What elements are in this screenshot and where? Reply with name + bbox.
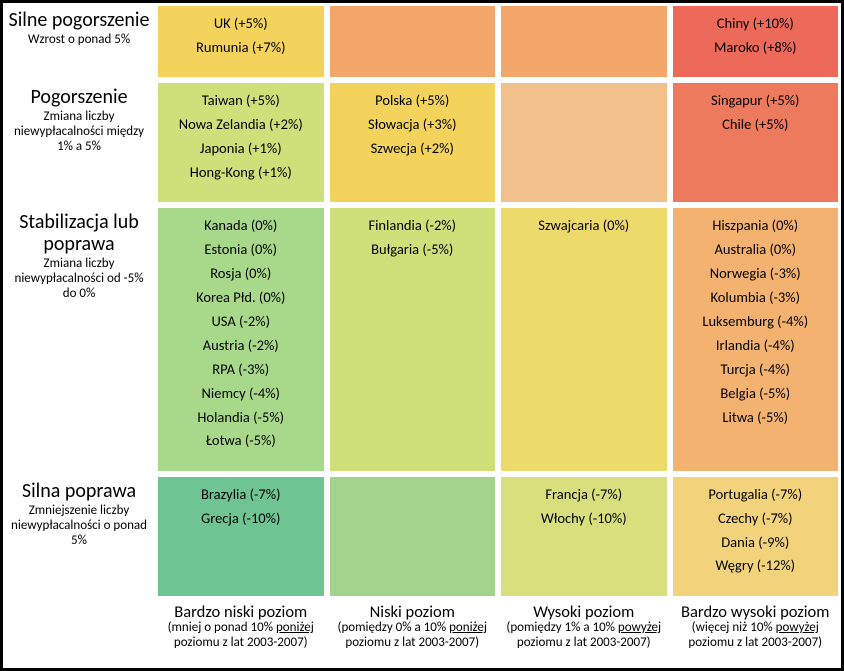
col-title: Niski poziom [329, 603, 497, 621]
insolvency-matrix: Silne pogorszenie Wzrost o ponad 5% UK (… [0, 0, 844, 671]
cell-item: Rosja (0%) [210, 262, 271, 286]
cell-item: Litwa (-5%) [722, 406, 788, 430]
cell-item: Dania (-9%) [721, 531, 789, 555]
cell-item: USA (-2%) [212, 310, 270, 334]
col-header-0: Bardzo niski poziom (mniej o ponad 10% p… [155, 599, 327, 668]
cell-0-1 [330, 6, 496, 77]
cell-3-0: Brazylia (-7%)Grecja (-10%) [158, 477, 324, 596]
cell-0-0: UK (+5%)Rumunia (+7%) [158, 6, 324, 77]
row-sub: Wzrost o ponad 5% [7, 33, 151, 48]
cell-item: Estonia (0%) [204, 238, 277, 262]
cell-1-0: Taiwan (+5%)Nowa Zelandia (+2%)Japonia (… [158, 83, 324, 202]
cell-item: Portugalia (-7%) [708, 483, 802, 507]
col-header-1: Niski poziom (pomiędzy 0% a 10% poniżej … [327, 599, 499, 668]
row-title: Silna poprawa [7, 480, 151, 502]
cell-item: Finlandia (-2%) [368, 214, 456, 238]
cell-item: Francja (-7%) [545, 483, 622, 507]
cell-3-1 [330, 477, 496, 596]
cell-item: Japonia (+1%) [200, 137, 282, 161]
cell-item: RPA (-3%) [212, 358, 269, 382]
cell-item: Korea Płd. (0%) [196, 286, 285, 310]
cell-item: Norwegia (-3%) [710, 262, 801, 286]
cell-item: Szwecja (+2%) [371, 137, 454, 161]
cell-1-1: Polska (+5%)Słowacja (+3%)Szwecja (+2%) [330, 83, 496, 202]
col-sub: (pomiędzy 0% a 10% poniżej poziomu z lat… [329, 621, 497, 651]
cell-item: Holandia (-5%) [197, 406, 284, 430]
cell-item: Belgia (-5%) [720, 382, 790, 406]
row-header-1: Pogorszenie Zmiana liczby niewypłacalnoś… [3, 80, 155, 205]
col-title: Bardzo niski poziom [157, 603, 325, 621]
cell-item: Singapur (+5%) [711, 89, 799, 113]
cell-item: Nowa Zelandia (+2%) [179, 113, 303, 137]
col-title: Bardzo wysoki poziom [672, 603, 840, 621]
cell-item: Chiny (+10%) [717, 12, 794, 36]
cell-item: Australia (0%) [715, 238, 796, 262]
cell-item: Turcja (-4%) [721, 358, 790, 382]
cell-item: Hiszpania (0%) [712, 214, 798, 238]
cell-item: Polska (+5%) [375, 89, 449, 113]
corner-blank [3, 599, 155, 668]
cell-item: Grecja (-10%) [201, 507, 280, 531]
cell-item: Włochy (-10%) [541, 507, 627, 531]
row-title: Stabilizacja lub poprawa [7, 211, 151, 255]
cell-0-3: Chiny (+10%)Maroko (+8%) [673, 6, 839, 77]
cell-2-3: Hiszpania (0%)Australia (0%)Norwegia (-3… [673, 208, 839, 471]
cell-item: Bułgaria (-5%) [371, 238, 453, 262]
cell-item: Słowacja (+3%) [368, 113, 457, 137]
cell-item: Szwajcaria (0%) [538, 214, 629, 238]
col-sub: (pomiędzy 1% a 10% powyżej poziomu z lat… [500, 621, 668, 651]
cell-item: Maroko (+8%) [714, 36, 797, 60]
cell-item: Czechy (-7%) [718, 507, 793, 531]
cell-item: Kanada (0%) [204, 214, 277, 238]
row-header-0: Silne pogorszenie Wzrost o ponad 5% [3, 3, 155, 80]
row-sub: Zmiana liczby niewypłacalności od -5% do… [7, 257, 151, 302]
cell-item: Rumunia (+7%) [196, 36, 286, 60]
row-sub: Zmniejszenie liczby niewypłacalności o p… [7, 504, 151, 549]
row-header-3: Silna poprawa Zmniejszenie liczby niewyp… [3, 474, 155, 599]
col-header-2: Wysoki poziom (pomiędzy 1% a 10% powyżej… [498, 599, 670, 668]
row-title: Pogorszenie [7, 86, 151, 108]
cell-item: Węgry (-12%) [715, 554, 795, 578]
cell-item: Luksemburg (-4%) [702, 310, 808, 334]
cell-3-2: Francja (-7%)Włochy (-10%) [501, 477, 667, 596]
cell-3-3: Portugalia (-7%)Czechy (-7%)Dania (-9%)W… [673, 477, 839, 596]
cell-item: Łotwa (-5%) [206, 429, 276, 453]
cell-item: Irlandia (-4%) [716, 334, 795, 358]
cell-2-2: Szwajcaria (0%) [501, 208, 667, 471]
cell-item: Taiwan (+5%) [202, 89, 280, 113]
cell-1-3: Singapur (+5%)Chile (+5%) [673, 83, 839, 202]
col-header-3: Bardzo wysoki poziom (więcej niż 10% pow… [670, 599, 842, 668]
cell-1-2 [501, 83, 667, 202]
cell-item: Austria (-2%) [203, 334, 279, 358]
cell-item: Brazylia (-7%) [201, 483, 281, 507]
col-sub: (mniej o ponad 10% poniżej poziomu z lat… [157, 621, 325, 651]
row-sub: Zmiana liczby niewypłacalności między 1%… [7, 110, 151, 155]
matrix-grid: Silne pogorszenie Wzrost o ponad 5% UK (… [3, 3, 841, 668]
cell-item: Chile (+5%) [722, 113, 788, 137]
cell-item: Kolumbia (-3%) [710, 286, 800, 310]
row-header-2: Stabilizacja lub poprawa Zmiana liczby n… [3, 205, 155, 474]
col-sub: (więcej niż 10% powyżej poziomu z lat 20… [672, 621, 840, 651]
cell-item: UK (+5%) [214, 12, 268, 36]
cell-2-1: Finlandia (-2%)Bułgaria (-5%) [330, 208, 496, 471]
cell-item: Niemcy (-4%) [202, 382, 280, 406]
row-title: Silne pogorszenie [7, 9, 151, 31]
cell-item: Hong-Kong (+1%) [190, 161, 292, 185]
cell-0-2 [501, 6, 667, 77]
col-title: Wysoki poziom [500, 603, 668, 621]
cell-2-0: Kanada (0%)Estonia (0%)Rosja (0%)Korea P… [158, 208, 324, 471]
